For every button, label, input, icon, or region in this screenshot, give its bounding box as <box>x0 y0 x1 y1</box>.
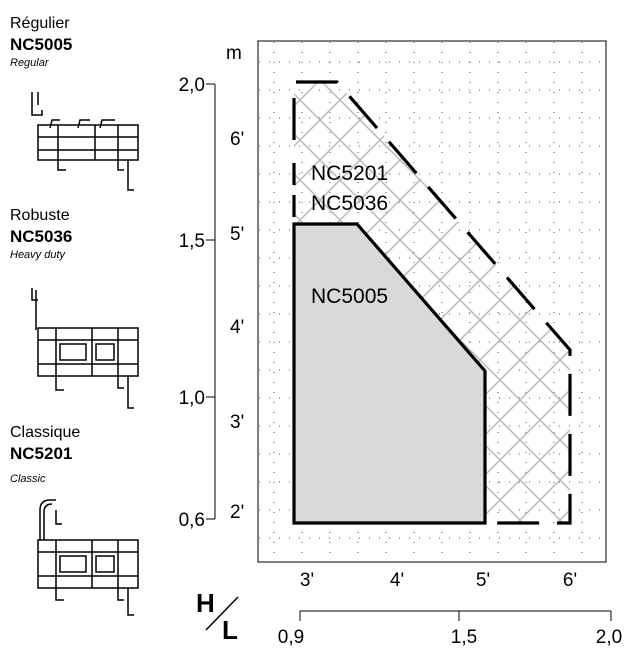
y-ft-label: 4' <box>230 317 244 338</box>
profile-nc5005-icon <box>31 92 139 191</box>
profile-nc5036-icon <box>31 288 139 409</box>
y-ft-label: 6' <box>230 129 244 150</box>
region-nc5201-outline <box>292 80 572 525</box>
region-nc5005-outline <box>292 222 487 525</box>
height-label: H <box>196 588 215 618</box>
x-ft-label: 4' <box>390 570 404 591</box>
label-nc5201: NC5201 <box>311 162 388 185</box>
y-ft-label: 2' <box>230 502 244 523</box>
h-l-divider <box>205 596 239 631</box>
legend-regular-fr: Régulier <box>10 15 70 32</box>
label-nc5005: NC5005 <box>311 285 388 308</box>
y-ft-label: 5' <box>230 224 244 245</box>
region-nc5005 <box>294 224 485 523</box>
y-tick-label: 1,0 <box>179 388 205 409</box>
label-nc5036: NC5036 <box>311 192 388 215</box>
legend-regular-code: NC5005 <box>10 35 72 54</box>
x-tick-label: 2,0 <box>596 627 622 648</box>
y-ft-label: 3' <box>230 412 244 433</box>
profile-nc5201-icon <box>37 499 139 616</box>
y-tick-label: 2,0 <box>179 75 205 96</box>
legend-heavy-code: NC5036 <box>10 227 72 246</box>
legend-classic-en: Classic <box>10 473 46 485</box>
x-ft-label: 3' <box>300 570 314 591</box>
length-label: L <box>222 615 238 645</box>
x-tick-label: 1,5 <box>451 627 477 648</box>
y-tick-label: 0,6 <box>179 510 205 531</box>
legend-classic-fr: Classique <box>10 424 80 441</box>
legend-heavy-fr: Robuste <box>10 207 70 224</box>
y-unit-label: m <box>226 43 242 64</box>
legend-regular-en: Regular <box>10 57 50 69</box>
x-ft-label: 5' <box>476 570 490 591</box>
legend-heavy-en: Heavy duty <box>10 249 67 261</box>
y-tick-label: 1,5 <box>179 231 205 252</box>
x-tick-label: 0,9 <box>278 627 304 648</box>
x-ft-label: 6' <box>563 570 577 591</box>
legend-classic-code: NC5201 <box>10 444 72 463</box>
